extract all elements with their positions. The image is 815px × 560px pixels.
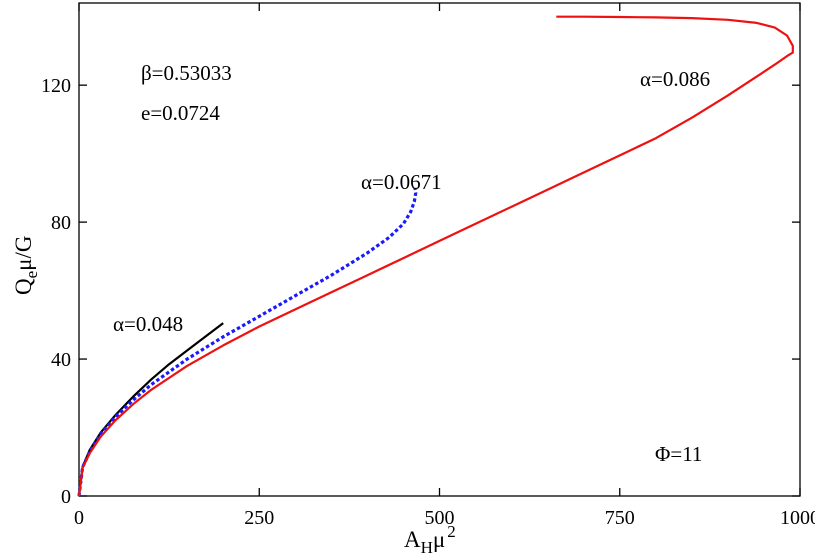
series-line-1 [77, 187, 418, 497]
y-tick-label: 40 [51, 349, 71, 371]
x-axis-title: AHμ 2 [404, 522, 456, 557]
series-label-0: α=0.048 [113, 312, 183, 336]
annotation-beta: β=0.53033 [141, 61, 232, 85]
series-line-0 [77, 322, 224, 497]
x-tick-label: 750 [605, 507, 635, 529]
series-label-2: α=0.086 [640, 67, 710, 91]
data-curves [77, 15, 794, 497]
y-axis-title: Qeμ/G [11, 235, 41, 295]
series-label-1: α=0.0671 [361, 170, 442, 194]
series-line-2 [77, 15, 794, 497]
axis-ticks: 0 250 500 750 1000 0 40 80 120 [41, 3, 815, 529]
annotation-e: e=0.0724 [141, 101, 220, 125]
y-tick-label: 0 [61, 486, 71, 508]
x-tick-label: 250 [244, 507, 274, 529]
y-tick-label: 80 [51, 212, 71, 234]
x-tick-label: 0 [74, 507, 84, 529]
x-tick-label: 1000 [780, 507, 815, 529]
x-tick-label: 500 [425, 507, 455, 529]
annotation-phi: Φ=11 [655, 442, 702, 466]
y-tick-label: 120 [41, 75, 71, 97]
